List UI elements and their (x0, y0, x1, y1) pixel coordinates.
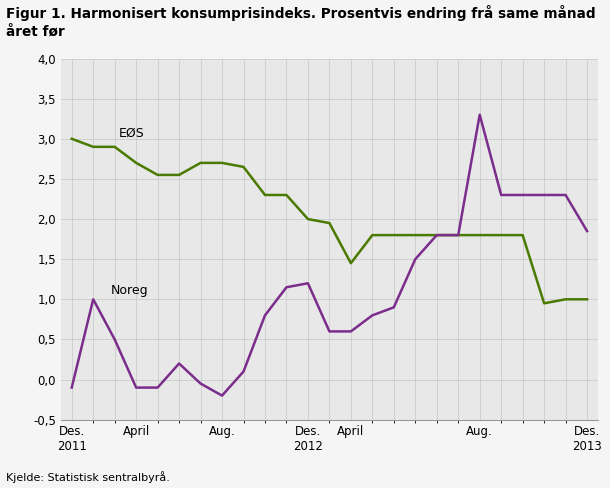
Text: EØS: EØS (119, 127, 145, 140)
Text: året før: året før (6, 24, 65, 39)
Text: Noreg: Noreg (110, 285, 148, 298)
Text: Kjelde: Statistisk sentralbyrå.: Kjelde: Statistisk sentralbyrå. (6, 471, 170, 483)
Text: Figur 1. Harmonisert konsumprisindeks. Prosentvis endring frå same månad: Figur 1. Harmonisert konsumprisindeks. P… (6, 5, 596, 21)
